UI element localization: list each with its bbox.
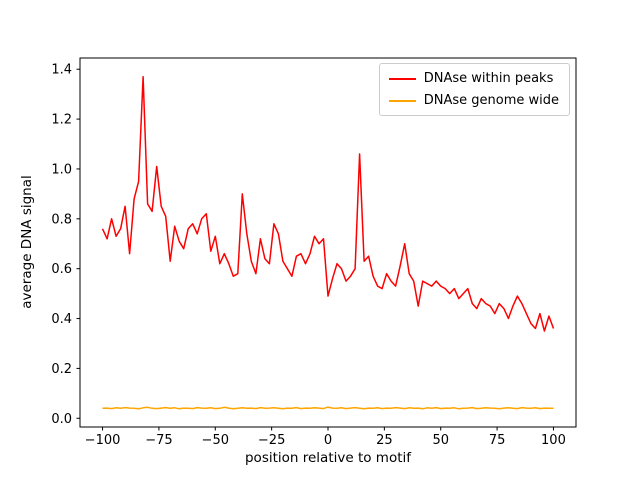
svg-text:1.4: 1.4 [51, 63, 72, 78]
y-axis-label: average DNA signal [19, 175, 35, 309]
svg-text:50: 50 [432, 433, 449, 448]
svg-text:25: 25 [376, 433, 393, 448]
legend-line-sample-orange [388, 99, 416, 102]
svg-text:0.6: 0.6 [51, 262, 72, 277]
svg-text:−75: −75 [145, 433, 172, 448]
legend-item-dnase-within-peaks: DNAse within peaks [388, 71, 559, 86]
legend: DNAse within peaks DNAse genome wide [378, 63, 570, 116]
svg-text:0: 0 [324, 433, 332, 448]
svg-text:100: 100 [541, 433, 566, 448]
svg-text:−50: −50 [202, 433, 229, 448]
legend-line-sample-red [388, 77, 416, 80]
legend-label: DNAse within peaks [423, 71, 554, 86]
legend-label: DNAse genome wide [423, 93, 559, 108]
svg-text:−100: −100 [85, 433, 121, 448]
svg-text:0.0: 0.0 [51, 412, 72, 427]
svg-text:75: 75 [489, 433, 506, 448]
svg-text:1.2: 1.2 [51, 113, 72, 128]
svg-text:0.8: 0.8 [51, 212, 72, 227]
legend-item-dnase-genome-wide: DNAse genome wide [388, 93, 559, 108]
svg-text:0.2: 0.2 [51, 362, 72, 377]
svg-text:0.4: 0.4 [51, 312, 72, 327]
svg-text:1.0: 1.0 [51, 162, 72, 177]
svg-text:−25: −25 [258, 433, 285, 448]
x-axis-label: position relative to motif [244, 450, 412, 466]
